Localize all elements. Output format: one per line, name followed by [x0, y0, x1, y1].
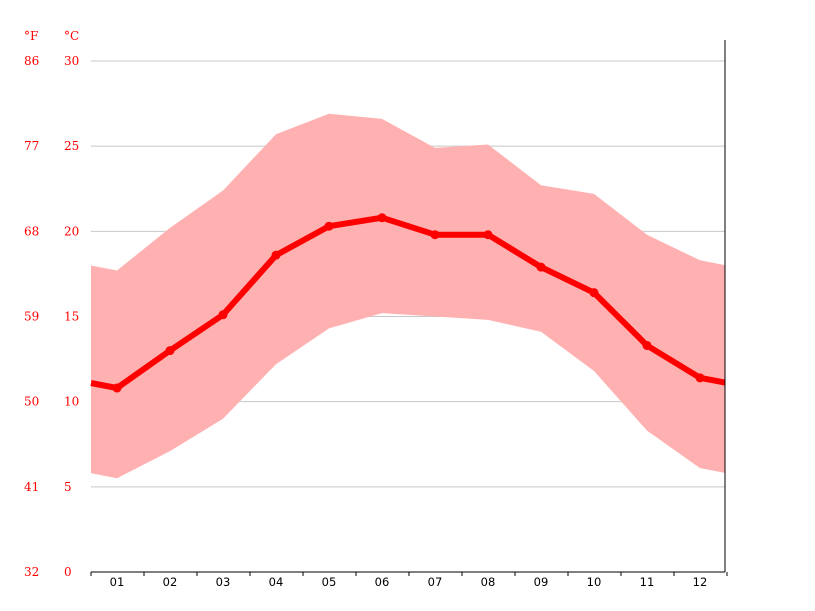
y-tick-label-f: 41 — [24, 480, 39, 494]
temperature-range-band — [91, 113, 725, 479]
x-tick-label-12: 12 — [693, 575, 708, 589]
mean-point-01 — [112, 383, 122, 393]
x-tick-label-10: 10 — [587, 575, 602, 589]
y-tick-label-f: 68 — [24, 224, 39, 238]
x-tick-label-04: 04 — [269, 575, 284, 589]
mean-point-08 — [483, 230, 493, 240]
axes — [90, 40, 728, 576]
y-axis-labels: 32 0 41 5 50 10 59 15 68 20 77 25 86 30 — [24, 54, 79, 579]
mean-point-10 — [589, 288, 599, 298]
y-tick-label-c: 20 — [64, 224, 79, 238]
x-tick-label-03: 03 — [216, 575, 231, 589]
mean-point-04 — [271, 250, 281, 260]
x-tick-label-02: 02 — [163, 575, 178, 589]
y-tick-label-f: 86 — [24, 54, 39, 68]
x-tick-label-09: 09 — [534, 575, 549, 589]
y-tick-label-f: 77 — [24, 139, 39, 153]
y-tick-label-c: 25 — [64, 139, 79, 153]
y-tick-label-c: 5 — [64, 480, 72, 494]
y-tick-label-f: 32 — [24, 565, 39, 579]
mean-point-05 — [324, 221, 334, 231]
x-tick-label-05: 05 — [322, 575, 337, 589]
x-tick-label-01: 01 — [110, 575, 125, 589]
mean-point-03 — [218, 310, 228, 320]
x-tick-label-07: 07 — [428, 575, 443, 589]
mean-temperature-points — [112, 213, 705, 393]
y-tick-label-f: 59 — [24, 310, 39, 324]
x-tick-label-06: 06 — [375, 575, 390, 589]
y-tick-label-c: 0 — [64, 565, 72, 579]
y-tick-label-f: 50 — [24, 395, 39, 409]
mean-point-11 — [642, 340, 652, 350]
x-tick-label-08: 08 — [481, 575, 496, 589]
x-axis-labels: 01 02 03 04 05 06 07 08 09 10 11 12 — [110, 575, 708, 589]
y-tick-label-c: 15 — [64, 310, 79, 324]
fahrenheit-unit-label: °F — [24, 29, 38, 43]
celsius-unit-label: °C — [64, 29, 79, 43]
mean-temperature-line — [90, 214, 726, 391]
x-tick-label-11: 11 — [640, 575, 655, 589]
y-tick-label-c: 10 — [64, 395, 79, 409]
mean-point-06 — [377, 213, 387, 223]
mean-point-07 — [430, 230, 440, 240]
mean-point-02 — [165, 346, 175, 356]
mean-point-12 — [695, 373, 705, 383]
mean-point-09 — [536, 262, 546, 272]
y-tick-label-c: 30 — [64, 54, 79, 68]
